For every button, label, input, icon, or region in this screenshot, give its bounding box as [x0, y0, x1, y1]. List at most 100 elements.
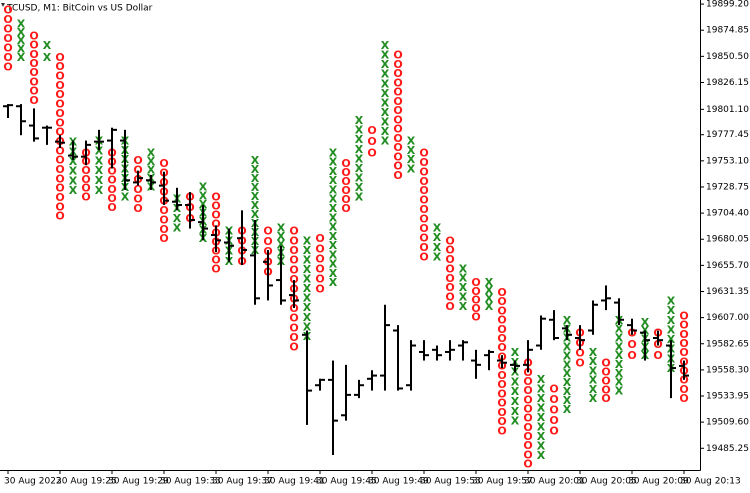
pnf-glyph: X	[433, 231, 442, 244]
pnf-glyph: O	[679, 383, 688, 396]
pnf-glyph: O	[55, 70, 64, 83]
pnf-glyph: X	[173, 221, 182, 234]
pnf-glyph: O	[497, 415, 506, 428]
pnf-glyph: O	[315, 283, 324, 296]
y-tick-label: 19533.95	[706, 392, 749, 402]
x-tick-label: 30 Aug 2022	[4, 477, 62, 487]
pnf-glyph: O	[55, 172, 64, 185]
pnf-glyph: O	[549, 414, 558, 427]
pnf-glyph: O	[367, 146, 376, 159]
pnf-glyph: X	[329, 239, 338, 252]
pnf-glyph: O	[523, 375, 532, 388]
pnf-glyph: O	[29, 85, 38, 98]
pnf-glyph: O	[55, 88, 64, 101]
pnf-glyph: X	[303, 253, 312, 266]
pnf-glyph: X	[251, 199, 260, 212]
pnf-glyph: X	[251, 154, 260, 167]
pnf-glyph: X	[355, 190, 364, 203]
pnf-glyph: X	[251, 190, 260, 203]
pnf-glyph: X	[277, 230, 286, 243]
pnf-glyph: X	[485, 276, 494, 289]
pnf-glyph: X	[95, 184, 104, 197]
x-tick-label: 30 Aug 20:01	[524, 477, 585, 487]
pnf-glyph: O	[341, 202, 350, 215]
pnf-glyph: O	[159, 223, 168, 236]
pnf-glyph: O	[523, 439, 532, 452]
pnf-glyph: O	[419, 241, 428, 254]
pnf-glyph: X	[511, 415, 520, 428]
pnf-glyph: X	[563, 376, 572, 389]
pnf-glyph: O	[29, 75, 38, 88]
pnf-glyph: X	[17, 34, 26, 47]
pnf-glyph: O	[107, 201, 116, 214]
pnf-glyph: X	[329, 156, 338, 169]
pnf-glyph: O	[55, 154, 64, 167]
pnf-glyph: O	[289, 273, 298, 286]
pnf-glyph: X	[17, 43, 26, 56]
pnf-glyph: O	[289, 244, 298, 257]
pnf-glyph: X	[329, 183, 338, 196]
pnf-glyph: O	[55, 107, 64, 120]
x-tick-label: 30 Aug 19:33	[160, 477, 221, 487]
pnf-glyph: X	[173, 212, 182, 225]
pnf-glyph: X	[381, 96, 390, 109]
pnf-glyph: O	[133, 154, 142, 167]
pnf-glyph: O	[497, 369, 506, 382]
pnf-glyph: O	[315, 232, 324, 245]
pnf-glyph: O	[419, 232, 428, 245]
pnf-glyph: X	[17, 51, 26, 64]
pnf-glyph: O	[393, 49, 402, 62]
pnf-glyph: O	[445, 244, 454, 257]
pnf-glyph: X	[537, 439, 546, 452]
pnf-glyph: O	[601, 366, 610, 379]
pnf-glyph: O	[393, 86, 402, 99]
x-tick-label: 30 Aug 20:05	[576, 477, 637, 487]
pnf-glyph: X	[381, 115, 390, 128]
pnf-glyph: O	[471, 311, 480, 324]
pnf-glyph: O	[263, 225, 272, 238]
pnf-glyph: O	[211, 208, 220, 221]
pnf-glyph: X	[667, 314, 676, 327]
pnf-glyph: X	[329, 202, 338, 215]
x-tick-label: 30 Aug 19:45	[316, 477, 377, 487]
title-icon	[1, 3, 5, 7]
pnf-glyph: O	[419, 184, 428, 197]
y-tick-label: 19753.10	[706, 156, 749, 166]
pnf-glyph: X	[69, 174, 78, 187]
pnf-glyph: O	[601, 392, 610, 405]
pnf-glyph: O	[679, 374, 688, 387]
pnf-glyph: X	[459, 262, 468, 275]
pnf-glyph: X	[251, 181, 260, 194]
pnf-glyph: X	[381, 49, 390, 62]
pnf-glyph: X	[95, 164, 104, 177]
pnf-glyph: O	[497, 295, 506, 308]
pnf-glyph: O	[497, 304, 506, 317]
pnf-glyph: O	[393, 169, 402, 182]
pnf-glyph: O	[497, 314, 506, 327]
pnf-glyph: O	[393, 150, 402, 163]
pnf-glyph: X	[537, 392, 546, 405]
pnf-glyph: X	[485, 284, 494, 297]
x-tick-label: 30 Aug 19:53	[420, 477, 481, 487]
pnf-glyph: X	[329, 174, 338, 187]
pnf-glyph: X	[667, 333, 676, 346]
pnf-glyph: O	[679, 392, 688, 405]
pnf-glyph: X	[589, 346, 598, 359]
pnf-glyph: X	[563, 367, 572, 380]
pnf-glyph: O	[471, 276, 480, 289]
pnf-glyph: O	[471, 293, 480, 306]
pnf-glyph: O	[289, 254, 298, 267]
pnf-glyph: O	[55, 116, 64, 129]
pnf-glyph: X	[355, 181, 364, 194]
pnf-glyph: O	[445, 300, 454, 313]
